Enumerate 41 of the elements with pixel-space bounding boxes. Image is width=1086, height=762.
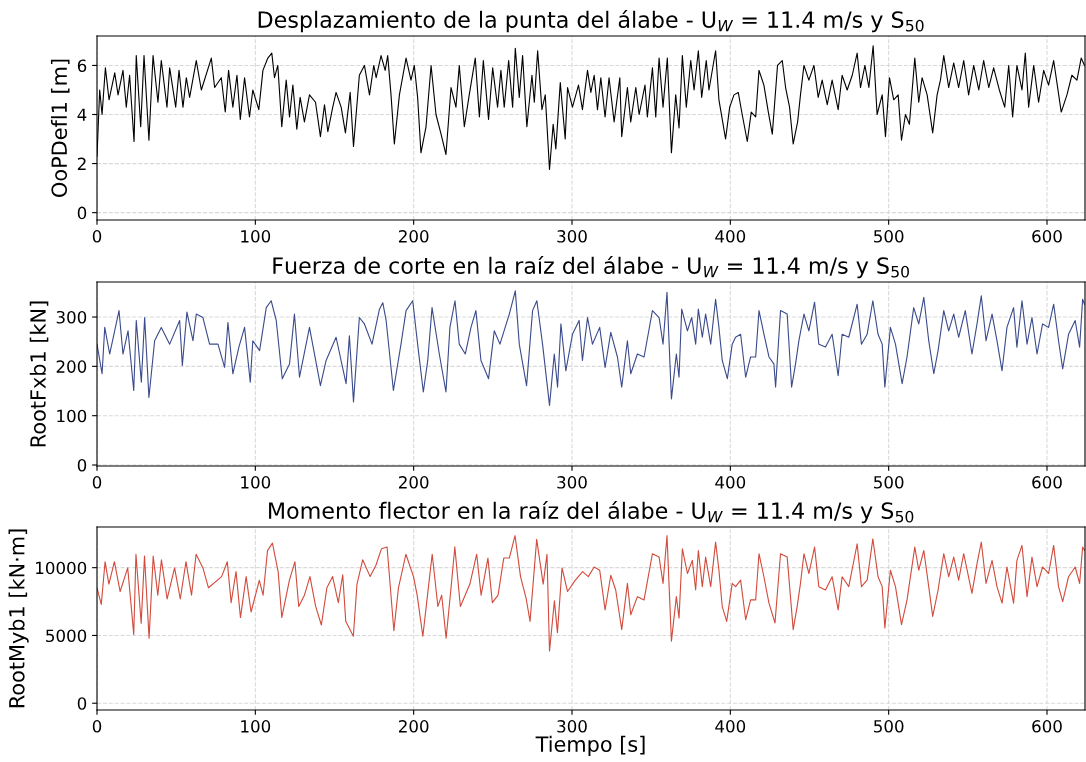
y-tick-label: 100 <box>57 409 87 423</box>
y-tick-label: 0 <box>77 458 87 472</box>
x-tick-label: 500 <box>874 476 904 489</box>
y-tick-label: 6 <box>77 59 87 73</box>
y-tick-label: 4 <box>77 108 87 121</box>
y-tick-label: 300 <box>56 310 87 324</box>
x-tick-label: 200 <box>398 720 429 733</box>
x-tick-label: 300 <box>557 230 587 243</box>
chart-title: Desplazamiento de la punta del álabe - U$_{W}$ = 11.4 m/s y S$_{50}$ <box>258 9 924 33</box>
x-tick-label: 300 <box>557 720 587 733</box>
line-series <box>97 535 1085 652</box>
x-tick-label: 300 <box>557 476 587 489</box>
y-tick-label: 0 <box>77 697 87 710</box>
x-tick-label: 600 <box>1032 720 1062 733</box>
x-tick-label: 100 <box>241 476 271 489</box>
x-tick-label: 100 <box>241 720 271 733</box>
y-tick-label: 200 <box>56 360 87 373</box>
y-axis-title: RootFxb1 [kN] <box>29 301 49 447</box>
x-tick-label: 500 <box>874 720 904 733</box>
x-tick-label: 0 <box>92 476 102 489</box>
x-tick-label: 400 <box>715 230 746 243</box>
x-tick-label: 0 <box>92 720 102 733</box>
x-tick-label: 600 <box>1032 230 1062 243</box>
x-axis-title: Tiempo [s] <box>535 735 645 757</box>
y-tick-label: 5000 <box>46 629 87 643</box>
chart-title: Momento flector en la raíz del álabe - U$_{W}$ = 11.4 m/s y S$_{50}$ <box>269 500 914 524</box>
x-tick-label: 100 <box>241 230 271 243</box>
x-tick-label: 600 <box>1032 476 1062 489</box>
x-tick-label: 0 <box>92 230 102 243</box>
y-tick-label: 10000 <box>36 561 87 575</box>
chart-title: Fuerza de corte en la raíz del álabe - U$_{W}$ = 11.4 m/s y S$_{50}$ <box>273 255 909 279</box>
x-tick-label: 200 <box>398 230 429 243</box>
x-tick-label: 400 <box>715 476 746 489</box>
y-tick-label: 0 <box>77 206 87 220</box>
y-axis-title: RootMyb1 [kN·m] <box>8 529 29 708</box>
line-series <box>97 290 1085 406</box>
x-tick-label: 500 <box>874 230 904 243</box>
y-tick-label: 2 <box>77 157 86 170</box>
x-tick-label: 400 <box>715 720 746 733</box>
y-axis-title: OoPDefl1 [m] <box>50 59 70 197</box>
x-tick-label: 200 <box>398 476 429 489</box>
